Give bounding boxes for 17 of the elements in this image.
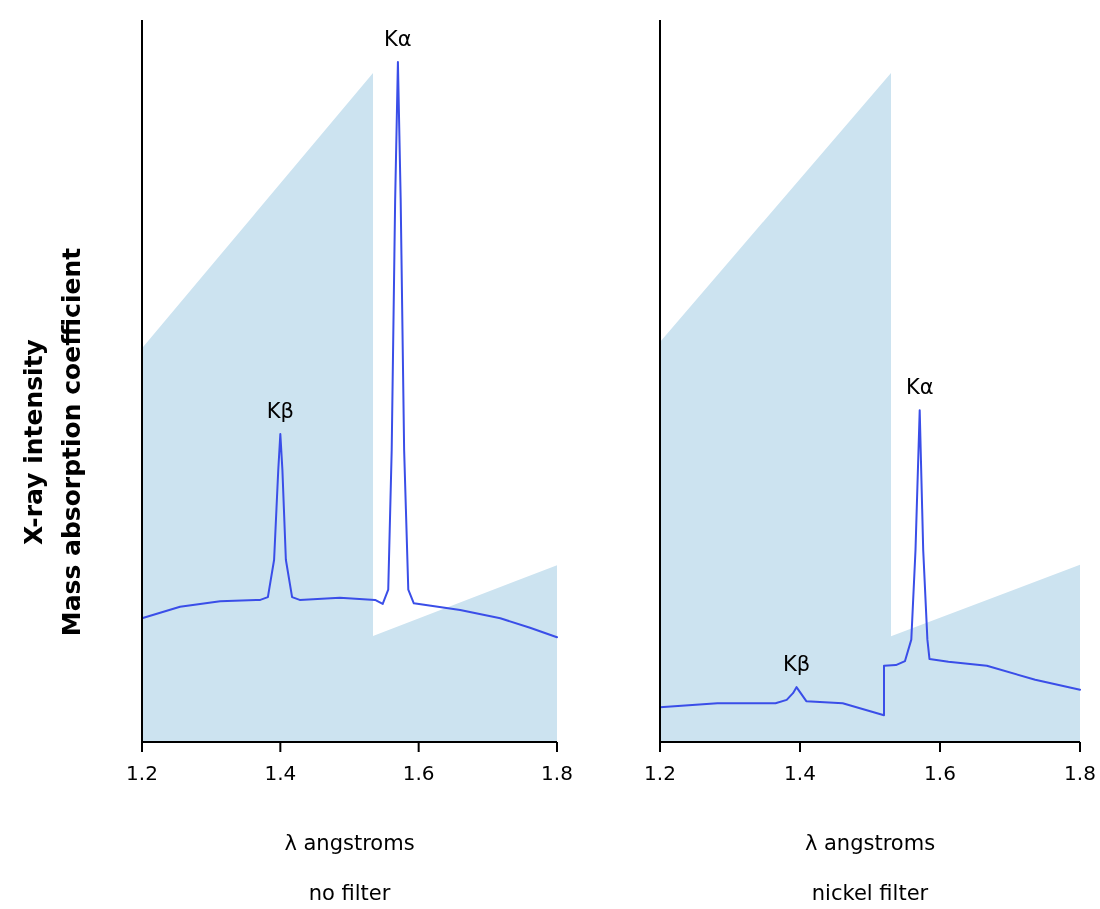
x-tick-label: 1.2: [126, 761, 158, 785]
x-tick-label: 1.4: [784, 761, 816, 785]
annotation: Kβ: [782, 652, 811, 677]
x-axis-title: λ angstroms: [284, 831, 415, 855]
text: nickel filter: [811, 881, 929, 905]
x-tick-label: 1.4: [264, 761, 297, 785]
x-tick-label: 1.6: [924, 761, 956, 785]
text: no filter: [308, 881, 391, 905]
y-axis-title: X-ray intensity Mass absorption coefficient: [19, 247, 86, 637]
annotation: Kβ: [266, 398, 294, 423]
annotation: Kα: [905, 375, 934, 400]
x-tick-label: 1.2: [644, 761, 676, 785]
x-tick-label: 1.8: [541, 761, 573, 785]
x-tick-label: 1.6: [402, 761, 435, 785]
annotation: Kα: [384, 27, 412, 51]
x-tick-label: 1.8: [1064, 761, 1096, 785]
x-axis-title: λ angstroms: [804, 831, 936, 855]
